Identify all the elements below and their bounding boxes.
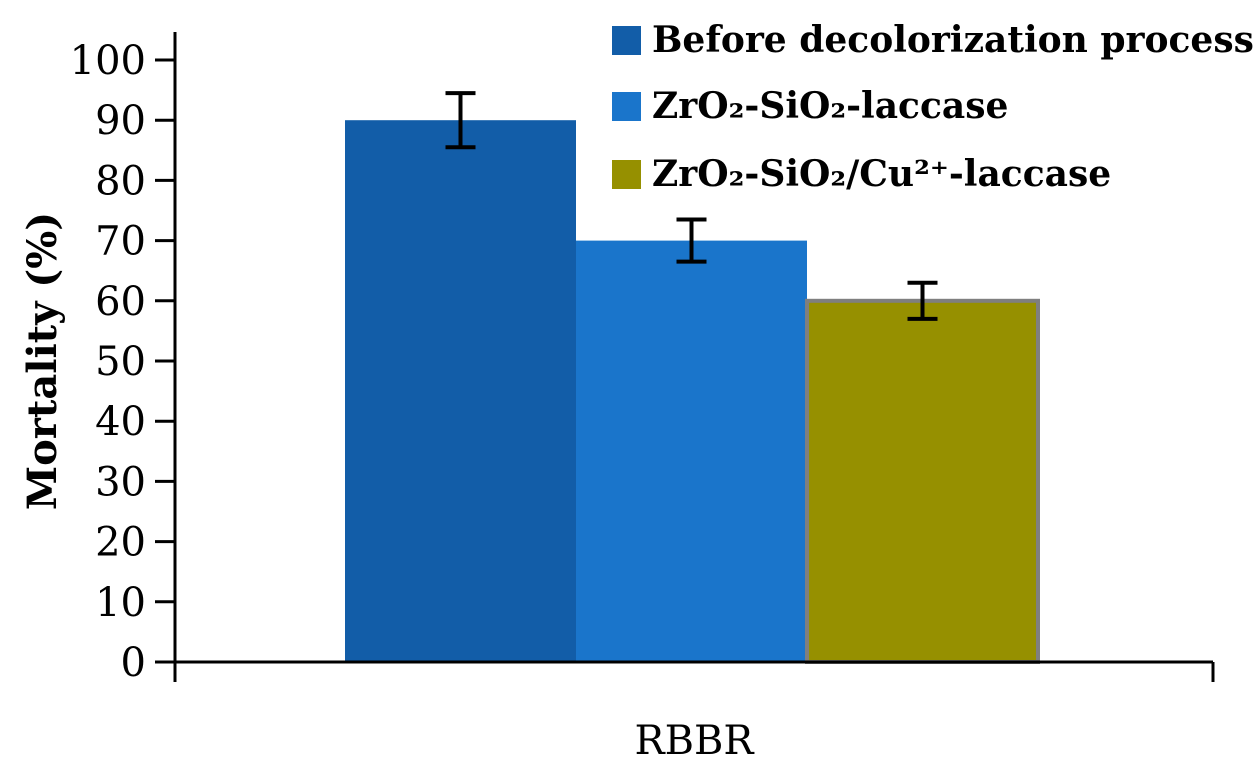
error-bars <box>445 91 938 321</box>
legend-label: ZrO₂-SiO₂/Cu²⁺-laccase <box>652 153 1111 195</box>
y-tick-label: 10 <box>95 580 146 626</box>
x-category-label: RBBR <box>634 718 755 764</box>
x-axis-categories: RBBR <box>634 718 755 764</box>
legend-label: Before decolorization process <box>652 19 1254 61</box>
y-tick-label: 0 <box>121 640 146 686</box>
y-tick-label: 20 <box>95 520 146 566</box>
legend-swatch <box>612 92 641 121</box>
y-tick-label: 40 <box>95 399 146 445</box>
y-tick-label: 100 <box>70 38 146 84</box>
bar <box>576 240 807 662</box>
legend-label: ZrO₂-SiO₂-laccase <box>652 85 1008 127</box>
y-tick-label: 30 <box>95 459 146 505</box>
legend: Before decolorization process ZrO₂-SiO₂-l… <box>612 19 1254 195</box>
y-axis-ticks: 0 10 20 30 40 50 60 70 80 90 100 <box>70 38 175 686</box>
y-axis-title: Mortality (%) <box>19 212 66 510</box>
y-tick-label: 60 <box>95 279 146 325</box>
bar <box>345 120 576 662</box>
y-tick-label: 50 <box>95 339 146 385</box>
bar <box>805 298 1040 664</box>
y-tick-label: 90 <box>95 98 146 144</box>
y-tick-label: 80 <box>95 158 146 204</box>
bars <box>345 120 1040 664</box>
legend-swatch <box>612 160 641 189</box>
legend-swatch <box>612 26 641 55</box>
y-tick-label: 70 <box>95 219 146 265</box>
